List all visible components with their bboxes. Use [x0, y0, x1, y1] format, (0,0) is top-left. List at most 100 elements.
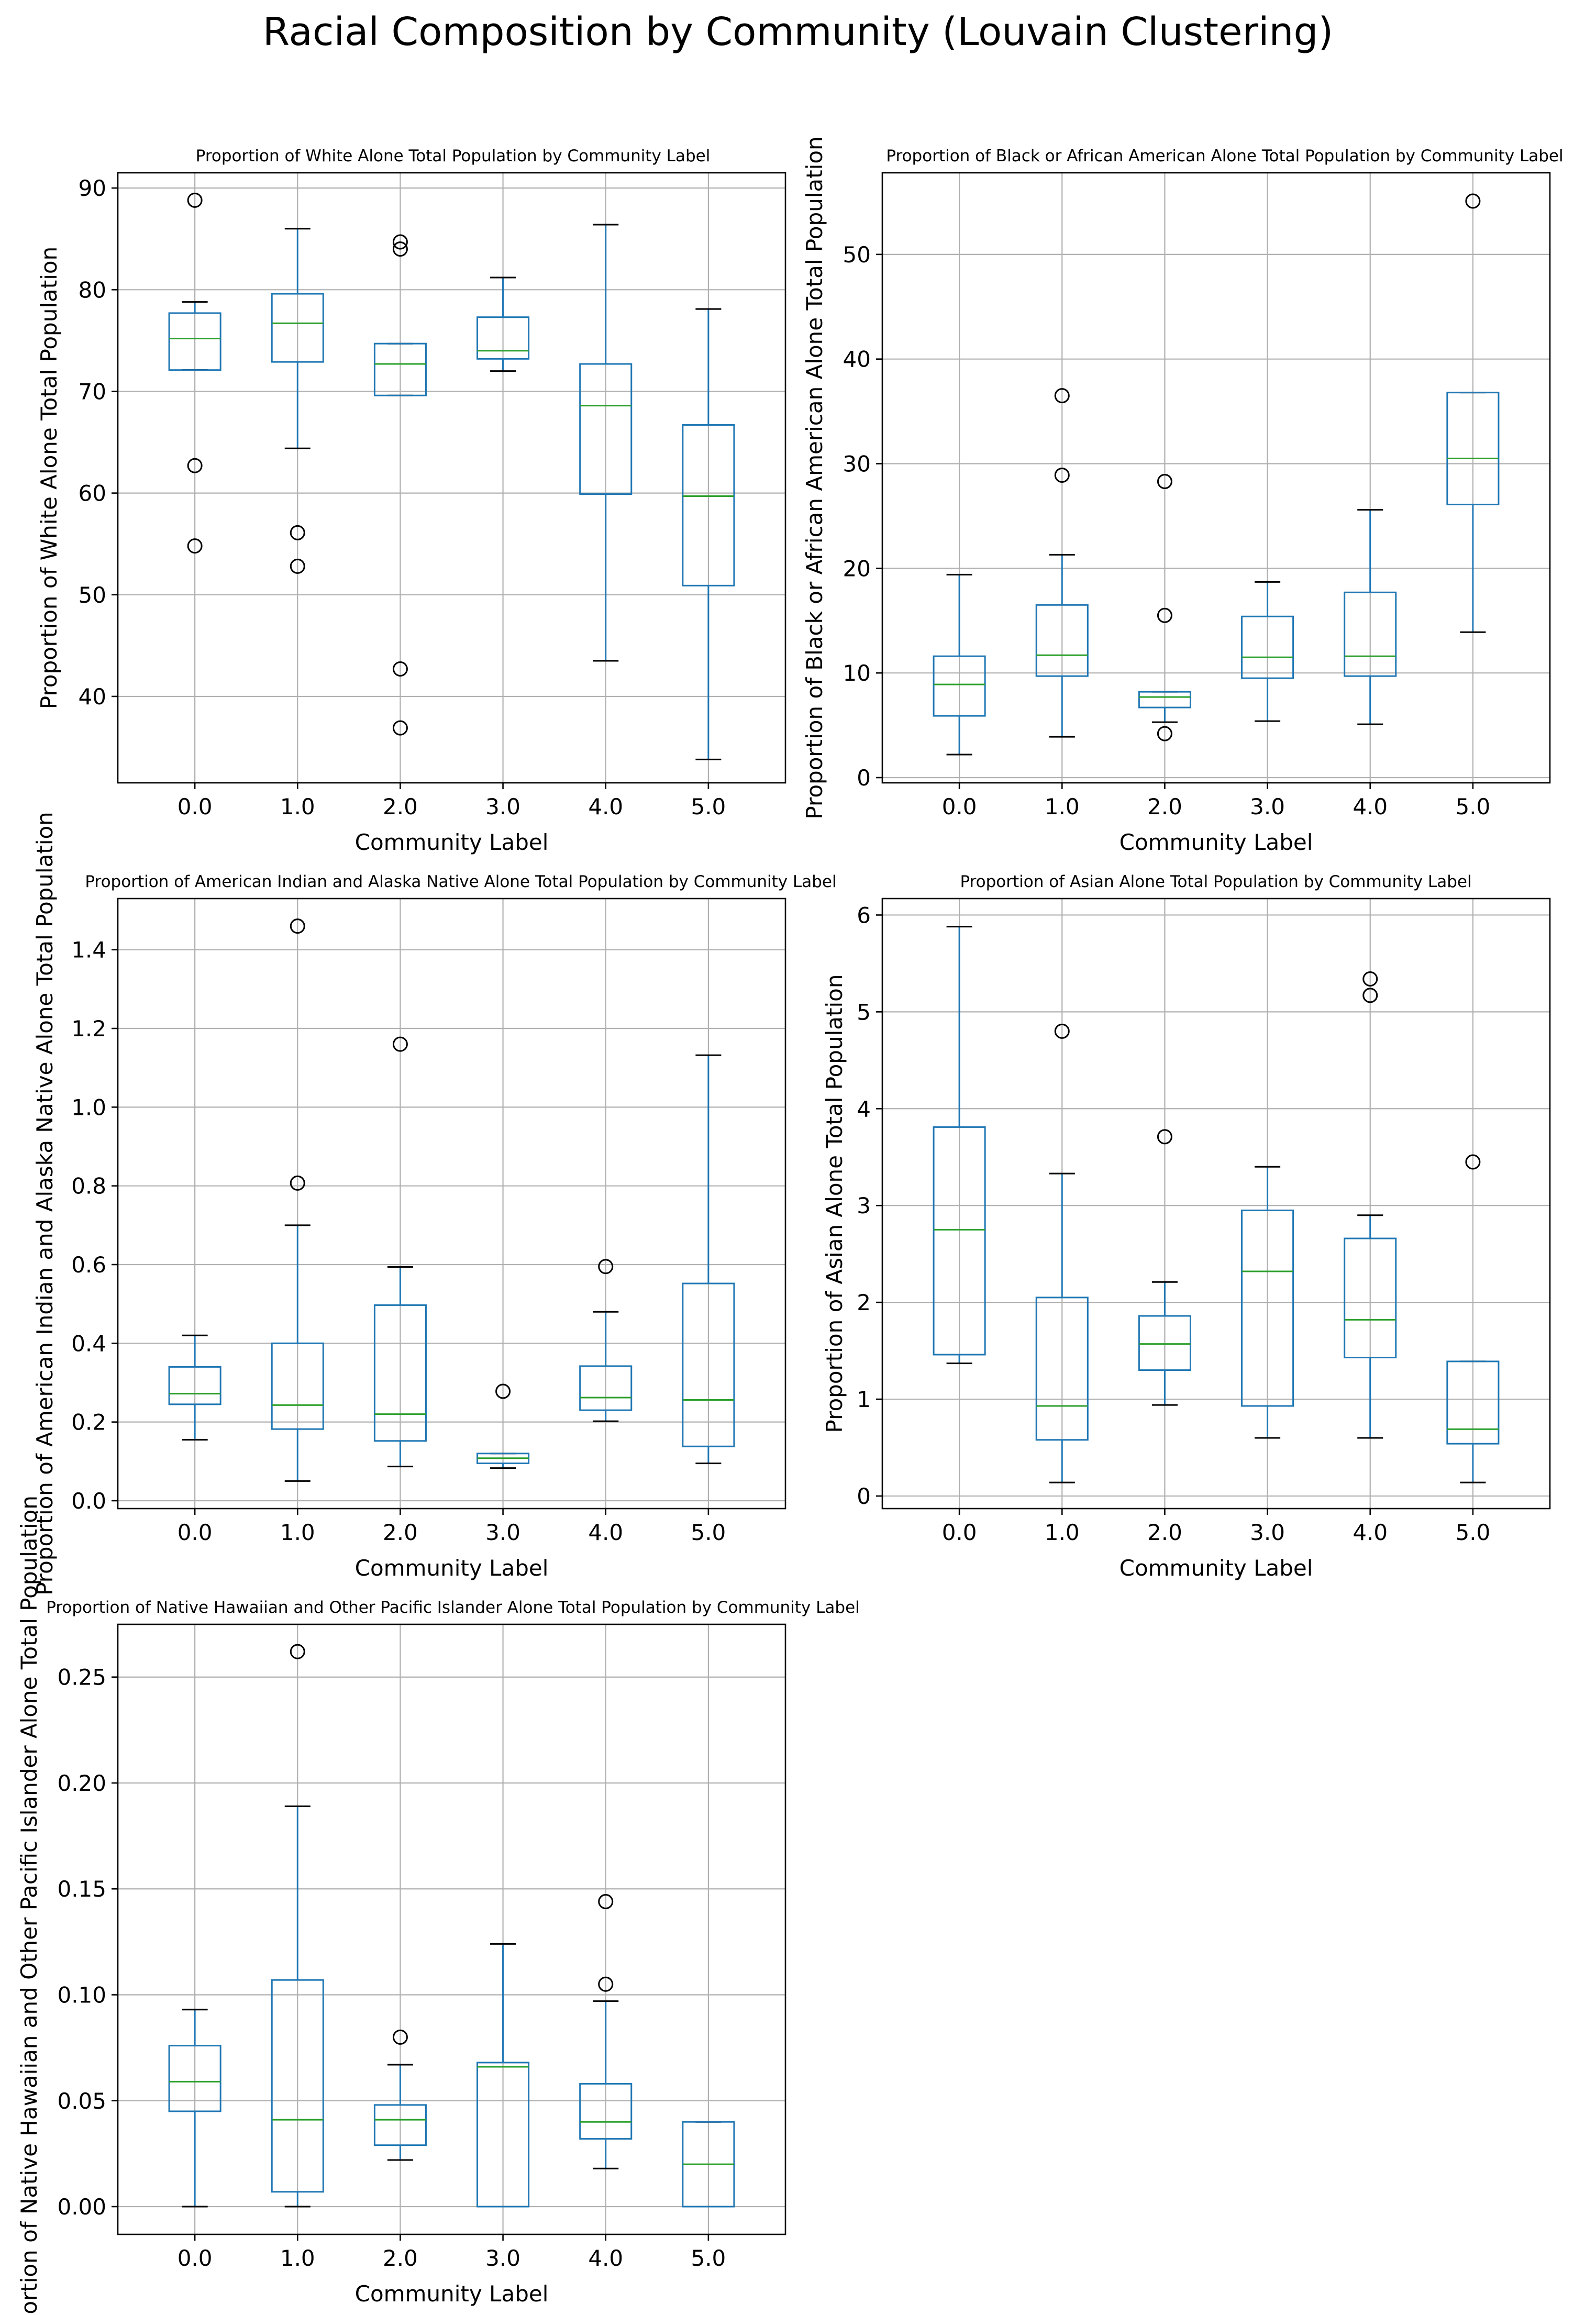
- y-tick-label: 0.15: [57, 1876, 106, 1902]
- x-tick-label: 2.0: [383, 794, 418, 819]
- box-2.0: [1138, 473, 1191, 741]
- x-tick-label: 4.0: [588, 2245, 623, 2271]
- y-tick-label: 1: [857, 1387, 871, 1412]
- x-axis-label: Community Label: [1120, 829, 1313, 855]
- x-tick-label: 2.0: [383, 2245, 418, 2271]
- x-tick-label: 0.0: [942, 1520, 977, 1545]
- y-tick-label: 2: [857, 1290, 871, 1315]
- x-tick-label: 0.0: [178, 1520, 213, 1545]
- x-tick-label: 1.0: [280, 2245, 315, 2271]
- y-tick-label: 60: [79, 481, 106, 506]
- y-axis-label: Proportion of American Indian and Alaska…: [32, 812, 58, 1596]
- chart-panel-1: 40 50 60 70 80 90 0.0 1.0 2.0 3.0 4.0 5.0 Proportion…: [36, 147, 786, 855]
- x-tick-label: 5.0: [1455, 794, 1490, 819]
- x-tick-label: 1.0: [1045, 794, 1080, 819]
- iqr-box: [1035, 604, 1089, 677]
- outlier-point: [290, 558, 305, 574]
- iqr-box: [579, 2083, 633, 2140]
- x-tick-label: 5.0: [1455, 1520, 1490, 1545]
- box-5.0: [1446, 193, 1500, 633]
- outlier-point: [598, 1894, 614, 1910]
- outlier-point: [1362, 971, 1378, 987]
- x-axis-label: Community Label: [355, 1555, 549, 1581]
- iqr-box: [579, 1365, 633, 1411]
- box-3.0: [476, 276, 530, 372]
- x-tick-label: 4.0: [1353, 1520, 1388, 1545]
- outlier-point: [392, 234, 408, 250]
- plot-frame: [117, 172, 786, 784]
- iqr-box: [933, 1126, 986, 1356]
- x-tick-label: 0.0: [178, 794, 213, 819]
- x-tick-label: 2.0: [1147, 794, 1182, 819]
- panel-title: Proportion of Black or African American …: [886, 147, 1563, 165]
- outlier-point: [1157, 473, 1172, 489]
- box-4.0: [1344, 971, 1397, 1439]
- box-0.0: [933, 926, 986, 1365]
- y-tick-label: 0.25: [57, 1665, 106, 1690]
- y-axis-label: Proportion of White Alone Total Populati…: [36, 247, 62, 709]
- outlier-point: [187, 458, 203, 473]
- plot-frame: [117, 898, 786, 1510]
- iqr-box: [933, 655, 986, 717]
- box-1.0: [271, 1644, 324, 2208]
- iqr-box: [373, 1304, 427, 1442]
- outlier-point: [392, 241, 408, 257]
- iqr-box: [271, 1342, 324, 1430]
- plot-frame: [881, 172, 1551, 784]
- iqr-box: [579, 363, 633, 495]
- y-tick-label: 1.4: [71, 937, 106, 963]
- box-1.0: [1035, 1023, 1089, 1483]
- x-tick-label: 4.0: [1353, 794, 1388, 819]
- box-4.0: [1344, 508, 1397, 725]
- iqr-box: [373, 342, 427, 396]
- y-tick-label: 30: [843, 451, 871, 477]
- iqr-box: [1138, 691, 1191, 708]
- y-tick-label: 0.4: [71, 1331, 106, 1356]
- outlier-point: [1157, 607, 1172, 623]
- x-tick-label: 3.0: [1250, 1520, 1285, 1545]
- panel-title: Proportion of American Indian and Alaska…: [85, 872, 836, 891]
- x-axis-label: Community Label: [355, 829, 549, 855]
- y-tick-label: 0.20: [57, 1770, 106, 1796]
- box-2.0: [373, 1036, 427, 1468]
- box-3.0: [476, 1383, 530, 1469]
- x-tick-label: 1.0: [1045, 1520, 1080, 1545]
- x-tick-label: 3.0: [485, 794, 520, 819]
- outlier-point: [290, 1644, 305, 1659]
- iqr-box: [271, 293, 324, 363]
- x-tick-label: 0.0: [178, 2245, 213, 2271]
- y-tick-label: 90: [79, 175, 106, 201]
- x-tick-label: 5.0: [691, 1520, 726, 1545]
- box-1.0: [1035, 388, 1089, 738]
- y-axis-label: Proportion of Asian Alone Total Populati…: [822, 974, 847, 1433]
- y-tick-label: 4: [857, 1096, 871, 1122]
- box-2.0: [373, 234, 427, 736]
- iqr-box: [476, 316, 530, 360]
- outlier-point: [392, 661, 408, 677]
- y-tick-label: 5: [857, 999, 871, 1025]
- y-tick-label: 0.6: [71, 1252, 106, 1278]
- outlier-point: [1157, 1129, 1172, 1145]
- chart-panel-3: 0.0 0.2 0.4 0.6 0.8 1.0 1.2 1.4 0.0 1.0 2.0 3.0 4.0 5…: [32, 812, 837, 1596]
- x-tick-label: 2.0: [383, 1520, 418, 1545]
- y-axis-label: Proportion of Native Hawaiian and Other …: [16, 1496, 42, 2315]
- outlier-point: [598, 1259, 614, 1275]
- iqr-box: [1138, 1315, 1191, 1371]
- iqr-box: [1241, 1209, 1294, 1407]
- iqr-box: [1241, 615, 1294, 679]
- box-5.0: [1446, 1154, 1500, 1483]
- iqr-box: [168, 312, 221, 371]
- iqr-box: [682, 1282, 735, 1447]
- y-tick-label: 0: [857, 1483, 871, 1509]
- y-tick-label: 70: [79, 379, 106, 404]
- box-0.0: [168, 1334, 221, 1441]
- outlier-point: [392, 720, 408, 736]
- x-tick-label: 4.0: [588, 1520, 623, 1545]
- x-axis-label: Community Label: [1120, 1555, 1313, 1581]
- y-tick-label: 0.10: [57, 1982, 106, 2008]
- box-4.0: [579, 1894, 633, 2169]
- box-5.0: [682, 1054, 735, 1465]
- y-tick-label: 10: [843, 660, 871, 686]
- outlier-point: [1362, 988, 1378, 1003]
- y-tick-label: 0.05: [57, 2088, 106, 2114]
